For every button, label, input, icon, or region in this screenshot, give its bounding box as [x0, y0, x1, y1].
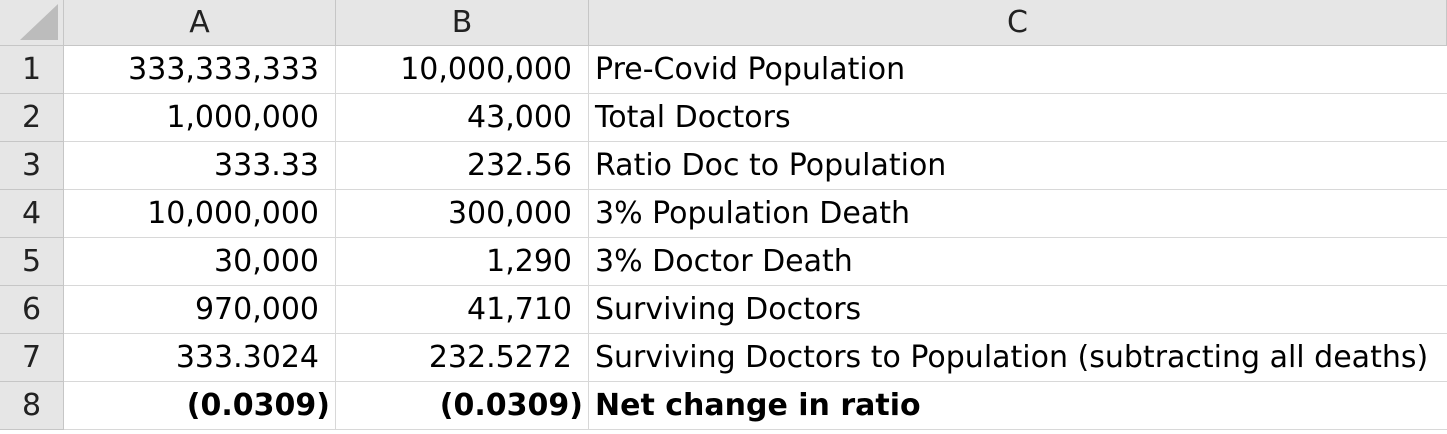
cell-b[interactable]: 1,290 [336, 238, 589, 286]
cell-b[interactable]: 300,000 [336, 190, 589, 238]
row-header[interactable]: 2 [0, 94, 64, 142]
column-header-b[interactable]: B [336, 0, 589, 46]
cell-a[interactable]: 30,000 [64, 238, 336, 286]
cell-a[interactable]: (0.0309) [64, 382, 336, 430]
select-all-corner[interactable] [0, 0, 64, 46]
cell-c[interactable]: Net change in ratio [589, 382, 1447, 430]
row-header[interactable]: 7 [0, 334, 64, 382]
cell-c[interactable]: 3% Population Death [589, 190, 1447, 238]
cell-b[interactable]: (0.0309) [336, 382, 589, 430]
row-header[interactable]: 4 [0, 190, 64, 238]
cell-c[interactable]: Surviving Doctors [589, 286, 1447, 334]
cell-b[interactable]: 43,000 [336, 94, 589, 142]
cell-c[interactable]: Ratio Doc to Population [589, 142, 1447, 190]
row-header[interactable]: 8 [0, 382, 64, 430]
cell-a[interactable]: 10,000,000 [64, 190, 336, 238]
cell-a[interactable]: 970,000 [64, 286, 336, 334]
cell-c[interactable]: Total Doctors [589, 94, 1447, 142]
row-header[interactable]: 1 [0, 46, 64, 94]
cell-a[interactable]: 333,333,333 [64, 46, 336, 94]
cell-a[interactable]: 333.3024 [64, 334, 336, 382]
cell-c[interactable]: 3% Doctor Death [589, 238, 1447, 286]
select-all-triangle-icon [20, 4, 58, 40]
cell-b[interactable]: 41,710 [336, 286, 589, 334]
column-header-c[interactable]: C [589, 0, 1447, 46]
cell-c[interactable]: Surviving Doctors to Population (subtrac… [589, 334, 1447, 382]
cell-b[interactable]: 10,000,000 [336, 46, 589, 94]
cell-b[interactable]: 232.56 [336, 142, 589, 190]
cell-a[interactable]: 333.33 [64, 142, 336, 190]
cell-c[interactable]: Pre-Covid Population [589, 46, 1447, 94]
row-header[interactable]: 3 [0, 142, 64, 190]
row-header[interactable]: 6 [0, 286, 64, 334]
cell-b[interactable]: 232.5272 [336, 334, 589, 382]
column-header-a[interactable]: A [64, 0, 336, 46]
cell-a[interactable]: 1,000,000 [64, 94, 336, 142]
row-header[interactable]: 5 [0, 238, 64, 286]
